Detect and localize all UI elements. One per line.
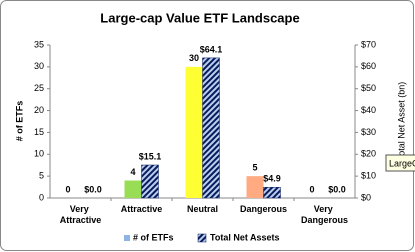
tooltip-box: [385, 154, 415, 172]
data-label: 0: [309, 184, 314, 194]
data-label: 4: [130, 167, 135, 177]
y2-tick-label: $30: [361, 127, 376, 137]
legend-label: Total Net Assets: [210, 232, 280, 242]
legend-swatch: [124, 235, 130, 241]
data-label: 5: [252, 163, 257, 173]
bar: [141, 164, 159, 199]
data-label: $0.0: [328, 184, 346, 194]
y2-axis-title: Total Net Asset (bn): [396, 82, 406, 161]
y2-tick-label: $20: [361, 149, 376, 159]
chart-title: Large-cap Value ETF Landscape: [100, 10, 299, 25]
bar: [263, 187, 281, 199]
y2-tick-label: $40: [361, 105, 376, 115]
y-tick-label: 30: [34, 61, 44, 71]
bar: [124, 180, 142, 198]
y2-tick-label: $10: [361, 171, 376, 181]
bar: [246, 176, 264, 198]
y-tick-label: 15: [34, 127, 44, 137]
tooltip: LargeC: [389, 158, 415, 168]
y-axis-title: # of ETFs: [14, 101, 24, 142]
x-tick-label: Attractive: [121, 204, 163, 214]
y-tick-label: 20: [34, 105, 44, 115]
data-label: 30: [189, 53, 199, 63]
y-tick-label: 35: [34, 39, 44, 49]
bar: [202, 57, 220, 199]
x-tick-label: Very Dangerous: [301, 204, 348, 225]
y2-tick-label: $70: [361, 39, 376, 49]
data-label: $0.0: [84, 184, 102, 194]
y2-tick-label: $60: [361, 61, 376, 71]
x-tick-label: Dangerous: [240, 204, 287, 214]
legend-swatch: [197, 233, 207, 243]
bar: [185, 66, 203, 198]
y-tick-label: 25: [34, 83, 44, 93]
x-tick-label: Neutral: [187, 204, 218, 214]
y-tick-label: 10: [34, 149, 44, 159]
y2-tick-label: $0: [361, 192, 371, 202]
legend-label: # of ETFs: [133, 232, 174, 242]
data-label: $64.1: [200, 44, 223, 54]
data-label: $4.9: [263, 174, 281, 184]
y-tick-label: 0: [39, 192, 44, 202]
data-label: $15.1: [139, 151, 162, 161]
data-label: 0: [65, 184, 70, 194]
y2-tick-label: $50: [361, 83, 376, 93]
y-tick-label: 5: [39, 171, 44, 181]
x-tick-label: Very Attractive: [60, 204, 102, 225]
